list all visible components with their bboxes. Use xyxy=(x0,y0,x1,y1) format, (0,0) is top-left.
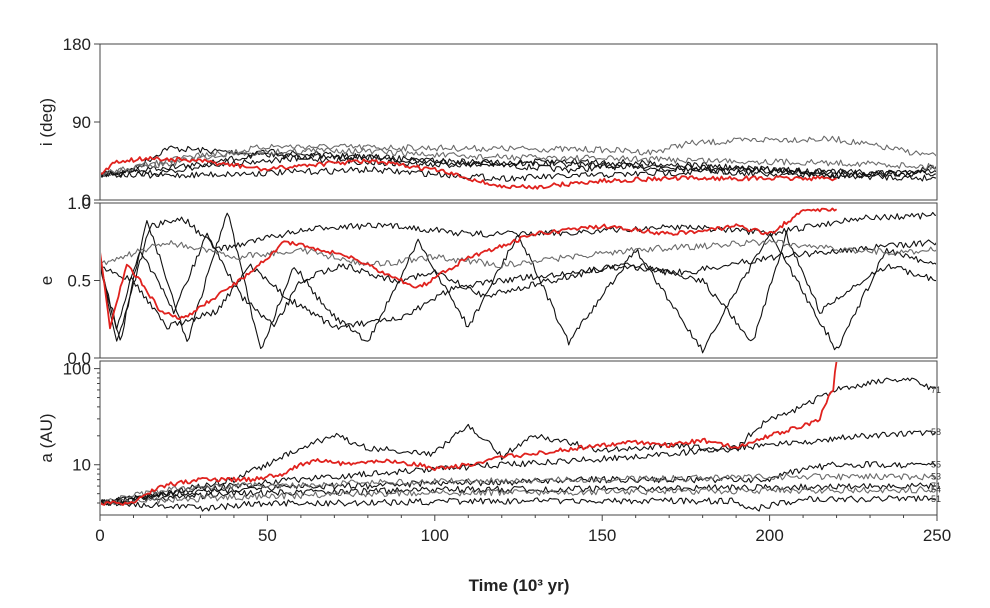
panel-frame xyxy=(99,360,938,516)
x-tick-label: 100 xyxy=(421,526,449,545)
series-line-gray xyxy=(101,473,936,504)
y-tick-label: 180 xyxy=(63,35,91,54)
series-end-label: 54 xyxy=(931,485,941,495)
x-axis-title: Time (10³ yr) xyxy=(469,576,570,595)
panel-eccentricity: 0.0 0.5 1.0 e xyxy=(37,194,938,368)
y-tick-label: 10 xyxy=(72,456,91,475)
series-line-red xyxy=(101,207,838,330)
series-end-label: 53 xyxy=(931,472,941,482)
series-line-gray xyxy=(101,239,936,269)
series-end-label: 71 xyxy=(931,385,941,395)
y-tick-label: 0.0 xyxy=(67,349,91,368)
series-line-black xyxy=(101,230,936,342)
series-end-label: 51 xyxy=(931,494,941,504)
x-tick-label: 50 xyxy=(258,526,277,545)
y-tick-label: 0.5 xyxy=(67,272,91,291)
series-line-black xyxy=(101,212,936,354)
series-line-gray xyxy=(101,135,936,177)
series-group xyxy=(101,135,936,190)
y-tick-label: 0 xyxy=(82,191,91,210)
series-line-gray xyxy=(101,147,936,177)
y-tick-label: 1.0 xyxy=(67,194,91,213)
series-line-black xyxy=(101,495,936,512)
panel-frame xyxy=(99,202,938,359)
y-axis-title: e xyxy=(37,276,56,285)
series-line-black xyxy=(101,164,936,182)
series-line-red xyxy=(101,155,837,190)
series-group xyxy=(101,362,936,512)
chart-panels: 0 90 180 i (deg) 0.0 0.5 1.0 e 10 100 a (AU) 71 58 55… xyxy=(37,35,941,516)
series-line-black xyxy=(101,232,936,330)
series-line-gray xyxy=(101,486,936,506)
panel-inclination: 0 90 180 i (deg) xyxy=(37,35,938,210)
series-group xyxy=(101,207,936,354)
series-line-black xyxy=(101,148,936,182)
x-tick-label: 250 xyxy=(923,526,951,545)
series-line-black xyxy=(101,377,936,505)
series-line-black xyxy=(101,461,936,506)
y-tick-label: 100 xyxy=(63,360,91,379)
series-line-red xyxy=(101,362,838,506)
series-end-label: 71 xyxy=(931,481,941,491)
series-end-label: 55 xyxy=(931,460,941,470)
series-end-label: 58 xyxy=(931,427,941,437)
x-tick-label: 200 xyxy=(755,526,783,545)
time-x-axis: 0 50 100 150 200 250 xyxy=(95,515,951,545)
series-line-black xyxy=(101,482,936,506)
y-axis-title: i (deg) xyxy=(37,98,56,146)
y-axis-title: a (AU) xyxy=(37,413,56,462)
x-tick-label: 0 xyxy=(95,526,104,545)
y-tick-label: 90 xyxy=(72,113,91,132)
x-tick-label: 150 xyxy=(588,526,616,545)
